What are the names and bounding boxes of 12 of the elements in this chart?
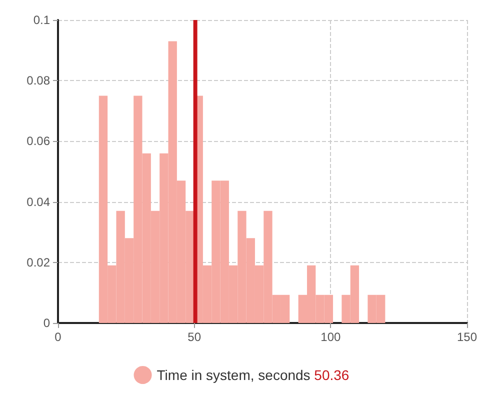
x-tick-label: 150 [456,330,478,344]
y-tick-label: 0.08 [26,74,50,88]
legend-label: Time in system, seconds [156,367,314,383]
ref-line-label: 50.36 [314,367,350,383]
y-tick-label: 0.04 [26,194,50,209]
y-tick-label: 0 [43,316,50,330]
y-tick-label: 0.02 [26,255,50,270]
x-tick-label: 0 [54,330,62,344]
y-tick-label: 0.1 [33,13,50,27]
x-tick-label: 50 [188,330,202,344]
x-tick-label: 100 [320,330,341,344]
y-tick-label: 0.06 [26,134,50,148]
